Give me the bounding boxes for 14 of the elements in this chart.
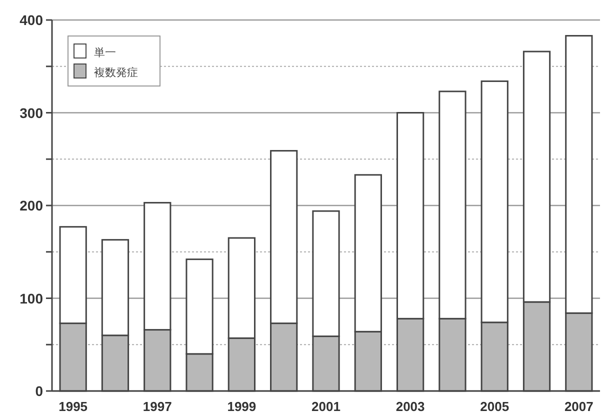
- y-tick-label: 300: [20, 104, 44, 121]
- x-tick-label: 1999: [227, 399, 256, 414]
- x-tick-label: 2003: [396, 399, 425, 414]
- y-tick-label: 200: [20, 198, 44, 214]
- legend-label: 複数発症: [94, 66, 138, 79]
- x-tick-label: 1995: [58, 399, 88, 414]
- y-tick-label: 400: [20, 12, 44, 28]
- x-tick-label: 2005: [480, 399, 510, 414]
- legend-label: 単一: [94, 47, 116, 59]
- x-tick-label: 2007: [564, 399, 594, 414]
- y-tick-label: 100: [20, 290, 44, 306]
- x-tick-label: 2001: [312, 399, 340, 414]
- y-tick-label: 0: [35, 383, 44, 399]
- x-tick-label: 1997: [142, 399, 172, 414]
